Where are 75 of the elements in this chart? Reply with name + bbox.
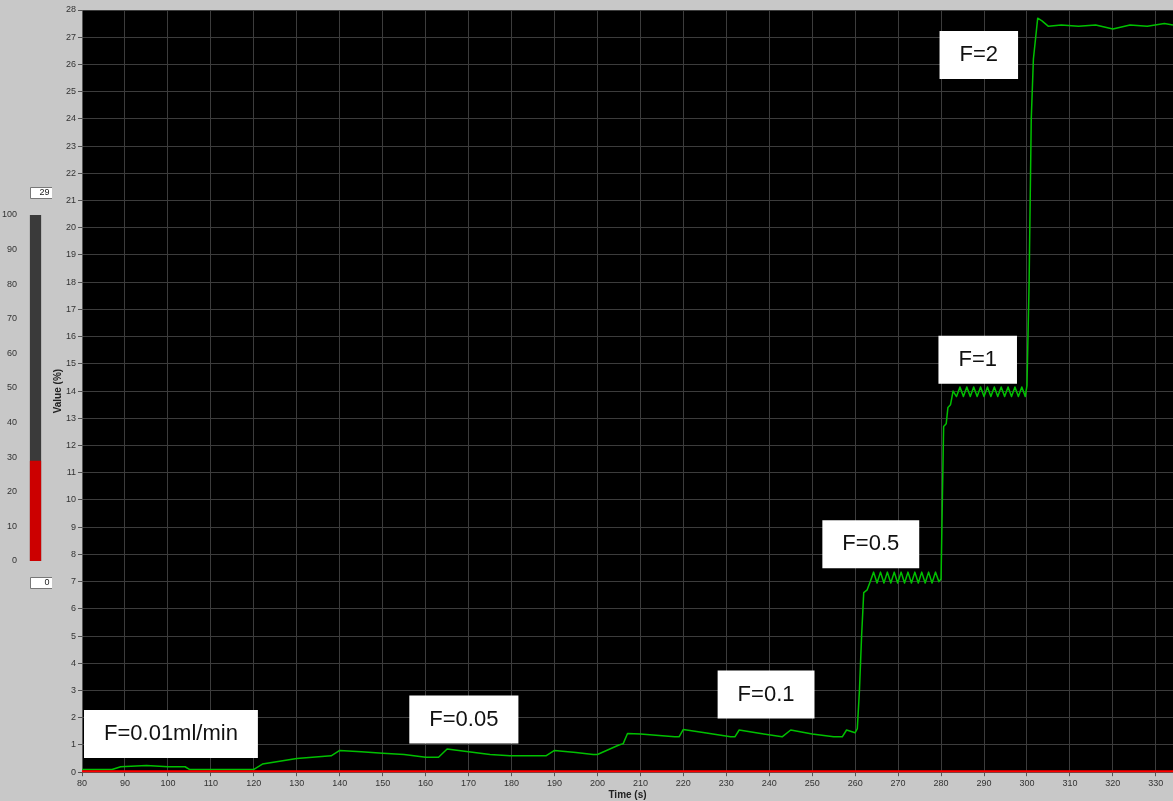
y-tick-label: 25 [66,86,77,97]
y-tick-label: 20 [7,486,18,497]
annotation: F=0.5 [842,530,900,556]
y-tick-label: 100 [1,209,18,220]
y-tick-label: 16 [66,331,77,342]
y-axis-title: Value (%) [51,368,63,414]
x-tick-label: 280 [933,778,949,789]
y-tick-label: 23 [66,140,77,151]
y-tick-label: 7 [71,576,77,587]
x-tick-label: 250 [804,778,820,789]
annotation: F=0.1 [737,680,795,706]
y-tick-label: 26 [66,58,77,69]
y-tick-label: 4 [71,657,77,668]
y-tick-label: 13 [66,412,77,423]
x-tick-label: 290 [976,778,992,789]
x-tick-label: 150 [375,778,391,789]
y-tick-label: 5 [71,630,77,641]
x-tick-label: 180 [504,778,520,789]
y-tick-label: 50 [7,382,18,393]
x-tick-label: 90 [119,778,130,789]
x-tick-label: 200 [589,778,605,789]
y-tick-label: 15 [66,358,77,369]
x-tick-label: 330 [1148,778,1164,789]
y-tick-label: 14 [66,385,77,396]
x-tick-label: 170 [461,778,477,789]
x-tick-label: 300 [1019,778,1035,789]
y-tick-label: 6 [71,603,77,614]
x-tick-label: 160 [418,778,434,789]
y-tick-label: 9 [71,521,77,532]
x-tick-label: 140 [332,778,348,789]
y-tick-label: 0 [71,766,77,777]
y-tick-label: 27 [66,31,77,42]
y-tick-label: 90 [7,244,18,255]
x-tick-label: 130 [289,778,305,789]
x-tick-label: 220 [675,778,691,789]
y-tick-label: 0 [12,555,18,566]
x-tick-label: 320 [1105,778,1121,789]
x-tick-label: 310 [1062,778,1078,789]
y-tick-label: 8 [71,548,77,559]
y-tick-label: 24 [66,113,77,124]
y-tick-label: 28 [66,4,77,15]
x-tick-label: 190 [546,778,562,789]
x-tick-label: 260 [847,778,863,789]
y-tick-label: 60 [7,347,18,358]
x-tick-label: 110 [203,778,219,789]
y-tick-label: 19 [66,249,77,260]
y-tick-label: 12 [66,440,77,451]
y-tick-label: 2 [71,712,77,723]
text: 29 [39,187,50,198]
y-tick-label: 3 [71,685,77,696]
x-tick-label: 240 [761,778,777,789]
y-tick-label: 21 [66,195,77,206]
annotation: F=1 [958,345,997,371]
y-tick-label: 30 [7,451,18,462]
x-axis-title: Time (s) [608,788,647,800]
x-tick-label: 230 [718,778,734,789]
y-tick-label: 10 [66,494,77,505]
y-tick-label: 18 [66,276,77,287]
y-tick-label: 40 [7,417,18,428]
annotation: F=0.05 [429,705,499,731]
x-tick-label: 210 [632,778,648,789]
y-tick-label: 10 [7,520,18,531]
x-tick-label: 270 [890,778,906,789]
text: 0 [44,577,50,588]
y-tick-label: 17 [66,303,77,314]
y-tick-label: 1 [71,739,77,750]
annotation: F=0.01ml/min [104,720,238,746]
y-tick-label: 70 [7,313,18,324]
y-tick-label: 22 [66,167,77,178]
annotation: F=2 [959,41,999,67]
y-tick-label: 80 [7,278,18,289]
x-tick-label: 100 [160,778,176,789]
y-tick-label: 20 [66,222,77,233]
x-tick-label: 120 [246,778,262,789]
y-tick-label: 11 [66,467,77,478]
